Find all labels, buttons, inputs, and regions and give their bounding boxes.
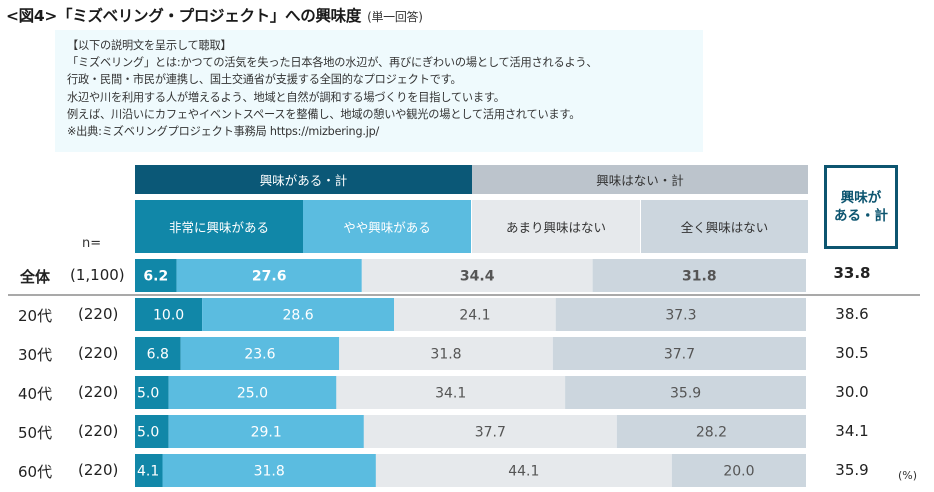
data-label-very-interested: 6.8 bbox=[147, 347, 169, 363]
bar-segment-not-much-interested bbox=[375, 454, 672, 487]
data-label-somewhat-interested: 25.0 bbox=[237, 386, 268, 402]
data-label-very-interested: 10.0 bbox=[153, 308, 184, 324]
bar-segment-very-interested bbox=[135, 298, 203, 331]
legend-very-interested: 非常に興味がある bbox=[135, 200, 303, 253]
group-header-not-interested: 興味はない・計 bbox=[472, 165, 808, 194]
data-label-not-much-interested: 34.4 bbox=[460, 269, 495, 285]
description-line: 水辺や川を利用する人が増えるよう、地域と自然が調和する場づくりを目指しています。 bbox=[67, 90, 505, 104]
data-label-not-at-all-interested: 35.9 bbox=[670, 386, 701, 402]
bar-segment-somewhat-interested bbox=[168, 415, 364, 448]
data-label-very-interested: 5.0 bbox=[137, 425, 159, 441]
bar-segment-not-at-all-interested bbox=[565, 376, 806, 409]
data-label-somewhat-interested: 28.6 bbox=[283, 308, 314, 324]
description-line: 【以下の説明文を呈示して聴取】 bbox=[67, 39, 232, 52]
bar-segment-somewhat-interested bbox=[176, 259, 362, 292]
row-label-n: (220) bbox=[78, 422, 119, 440]
interested-total-value: 33.8 bbox=[833, 264, 871, 282]
chart-title-main: <図4>「ミズベリング・プロジェクト」への興味度 bbox=[6, 7, 362, 25]
bar-segment-somewhat-interested bbox=[180, 337, 340, 370]
bar-segment-very-interested bbox=[135, 259, 177, 292]
interested-total-value: 30.0 bbox=[835, 383, 869, 401]
data-label-very-interested: 4.1 bbox=[137, 464, 159, 480]
interested-total-value: 35.9 bbox=[835, 461, 869, 479]
row-label-category: 30代 bbox=[18, 346, 53, 364]
data-label-somewhat-interested: 29.1 bbox=[251, 425, 282, 441]
bar-segment-somewhat-interested bbox=[202, 298, 394, 331]
row-label-n: (220) bbox=[78, 305, 119, 323]
bar-segment-not-at-all-interested bbox=[671, 454, 806, 487]
data-label-not-at-all-interested: 20.0 bbox=[723, 464, 754, 480]
description-line: 「ミズベリング」とは:かつての活気を失った日本各地の水辺が、再びにぎわいの場とし… bbox=[67, 56, 598, 70]
total-row-separator bbox=[8, 294, 920, 296]
chart-title: <図4>「ミズベリング・プロジェクト」への興味度 (単一回答) bbox=[6, 4, 423, 26]
data-label-not-much-interested: 24.1 bbox=[459, 308, 490, 324]
data-label-not-much-interested: 34.1 bbox=[435, 386, 466, 402]
bar-segment-very-interested bbox=[135, 454, 163, 487]
description-line: 行政・民間・市民が連携し、国土交通省が支援する全国的なプロジェクトです。 bbox=[67, 73, 462, 87]
bar-segment-very-interested bbox=[135, 337, 181, 370]
data-label-not-much-interested: 44.1 bbox=[508, 464, 539, 480]
legend-not-at-all-interested: 全く興味はない bbox=[641, 200, 808, 253]
group-header-interested: 興味がある・計 bbox=[135, 165, 472, 194]
data-label-not-much-interested: 37.7 bbox=[475, 425, 506, 441]
data-label-somewhat-interested: 23.6 bbox=[244, 347, 275, 363]
row-label-category: 60代 bbox=[18, 463, 53, 481]
data-label-not-at-all-interested: 37.3 bbox=[665, 308, 696, 324]
data-label-somewhat-interested: 27.6 bbox=[252, 269, 287, 285]
n-label: n= bbox=[82, 236, 102, 251]
bar-segment-not-much-interested bbox=[361, 259, 593, 292]
description-source-line: ※出典:ミズベリングプロジェクト事務局 https://mizbering.jp… bbox=[67, 125, 380, 139]
bar-segment-somewhat-interested bbox=[162, 454, 376, 487]
bar-segment-not-at-all-interested bbox=[592, 259, 806, 292]
interested-total-value: 34.1 bbox=[835, 422, 869, 440]
row-label-n: (220) bbox=[78, 344, 119, 362]
bar-segment-not-at-all-interested bbox=[555, 298, 806, 331]
data-label-not-much-interested: 31.8 bbox=[430, 347, 461, 363]
interested-total-value: 30.5 bbox=[835, 344, 869, 362]
bar-segment-not-at-all-interested bbox=[552, 337, 806, 370]
interested-total-badge: 興味が ある・計 bbox=[824, 165, 898, 249]
unit-label: (%) bbox=[898, 469, 918, 482]
row-label-n: (220) bbox=[78, 383, 119, 401]
row-label-category: 40代 bbox=[18, 385, 53, 403]
legend-somewhat-interested: やや興味がある bbox=[303, 200, 471, 253]
data-label-not-at-all-interested: 28.2 bbox=[696, 425, 727, 441]
row-label-n: (220) bbox=[78, 461, 119, 479]
badge-line-1: 興味が bbox=[840, 190, 882, 206]
data-label-not-at-all-interested: 31.8 bbox=[682, 269, 717, 285]
bar-segment-not-much-interested bbox=[363, 415, 617, 448]
row-label-category: 20代 bbox=[18, 307, 53, 325]
bar-segment-not-much-interested bbox=[394, 298, 556, 331]
bar-segment-not-much-interested bbox=[339, 337, 553, 370]
bar-segment-not-at-all-interested bbox=[616, 415, 806, 448]
data-label-very-interested: 6.2 bbox=[143, 269, 168, 285]
bar-segment-very-interested bbox=[135, 376, 169, 409]
bar-segment-very-interested bbox=[135, 415, 169, 448]
data-label-not-at-all-interested: 37.7 bbox=[664, 347, 695, 363]
row-label-category: 50代 bbox=[18, 424, 53, 442]
description-box: 【以下の説明文を呈示して聴取】 「ミズベリング」とは:かつての活気を失った日本各… bbox=[55, 30, 703, 152]
interested-total-value: 38.6 bbox=[835, 305, 869, 323]
legend-not-much-interested: あまり興味はない bbox=[472, 200, 640, 253]
row-label-n: (1,100) bbox=[70, 266, 125, 284]
chart-title-sub: (単一回答) bbox=[367, 10, 423, 24]
row-label-category: 全体 bbox=[20, 268, 51, 286]
description-line: 例えば、川沿いにカフェやイベントスペースを整備し、地域の憩いや観光の場として活用… bbox=[67, 107, 581, 121]
data-label-very-interested: 5.0 bbox=[137, 386, 159, 402]
bar-segment-not-much-interested bbox=[336, 376, 566, 409]
bar-segment-somewhat-interested bbox=[168, 376, 337, 409]
data-label-somewhat-interested: 31.8 bbox=[254, 464, 285, 480]
badge-line-2: ある・計 bbox=[834, 208, 888, 224]
